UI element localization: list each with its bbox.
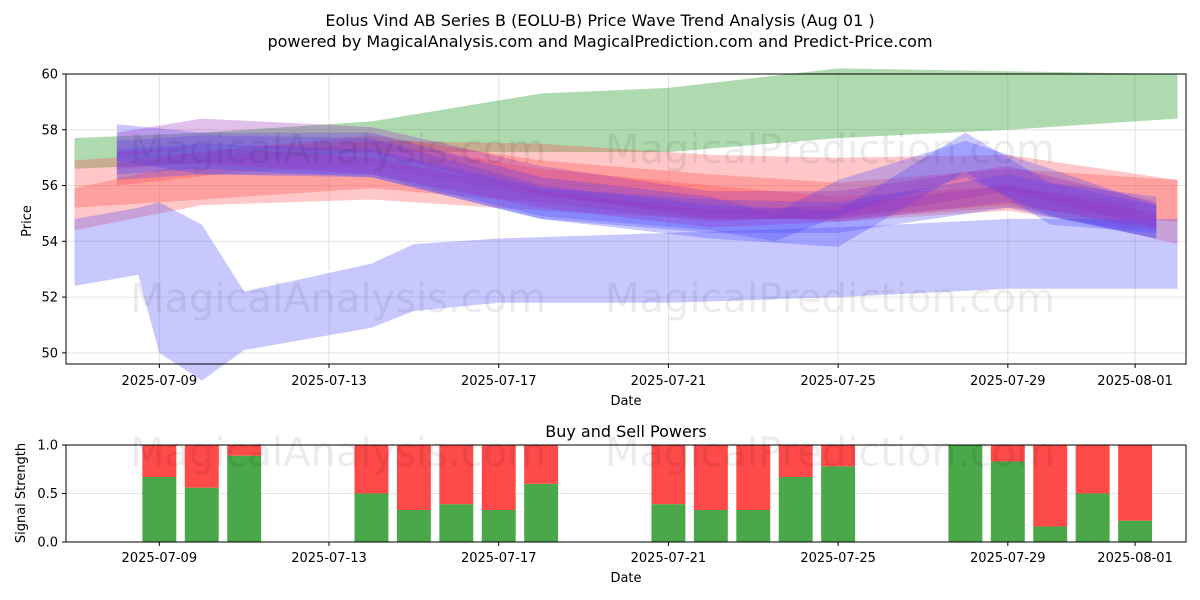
price-xtick-label-4: 2025-07-25 — [800, 374, 876, 389]
price-ytick-label-0: 50 — [41, 346, 58, 361]
price-wave-bands — [74, 68, 1178, 381]
chart-title: Eolus Vind AB Series B (EOLU-B) Price Wa… — [325, 11, 874, 30]
buy-bar-4 — [396, 509, 431, 542]
power-xtick-label-1: 2025-07-13 — [291, 551, 367, 566]
power-title: Buy and Sell Powers — [545, 422, 707, 441]
price-ytick-label-2: 54 — [41, 235, 58, 250]
watermark-prediction-2: MagicalPrediction.com — [605, 276, 1055, 322]
blue-wave-band-7 — [116, 143, 1157, 239]
buy-bar-3 — [354, 493, 389, 542]
purple-wave-band-8 — [116, 118, 1157, 228]
watermark-analysis: MagicalAnalysis.com — [130, 127, 546, 173]
buy-bar-13 — [948, 445, 983, 542]
sell-bar-3 — [354, 445, 389, 494]
buy-bar-11 — [778, 477, 813, 542]
sell-bar-14 — [990, 445, 1025, 462]
power-ytick-label-2: 1.0 — [37, 439, 58, 454]
sell-bar-11 — [778, 445, 813, 478]
buy-sell-bars — [142, 445, 1153, 542]
price-ylabel: Price — [20, 205, 35, 237]
sell-bar-12 — [821, 445, 856, 467]
watermark-analysis-3: MagicalAnalysis.com — [130, 430, 546, 476]
price-x-ticks: 2025-07-09 2025-07-13 2025-07-17 2025-07-21… — [122, 364, 1173, 389]
power-xtick-label-3: 2025-07-21 — [631, 551, 707, 566]
red-wave-band-3 — [116, 140, 1136, 231]
buy-bar-0 — [142, 477, 177, 542]
power-ytick-label-1: 0.5 — [37, 487, 58, 502]
purple-wave-band-9 — [116, 146, 1157, 231]
price-xtick-label-5: 2025-07-29 — [970, 374, 1046, 389]
buy-bar-14 — [990, 461, 1025, 542]
watermark-prediction: MagicalPrediction.com — [605, 127, 1055, 173]
power-ylabel: Signal Strength — [14, 443, 29, 543]
power-xtick-label-5: 2025-07-29 — [970, 551, 1046, 566]
buy-bar-8 — [651, 504, 686, 542]
buy-bar-17 — [1118, 520, 1153, 542]
buy-bar-5 — [439, 504, 474, 542]
price-axes-frame — [65, 73, 1187, 365]
buy-bar-2 — [227, 455, 262, 542]
price-xtick-label-1: 2025-07-13 — [291, 374, 367, 389]
watermark-analysis-2: MagicalAnalysis.com — [130, 276, 546, 322]
sell-bar-8 — [651, 445, 686, 505]
sell-bar-0 — [142, 445, 177, 478]
price-xtick-label-0: 2025-07-09 — [122, 374, 198, 389]
price-xtick-label-6: 2025-08-01 — [1097, 374, 1173, 389]
price-ytick-label-4: 58 — [41, 123, 58, 138]
power-xtick-label-2: 2025-07-17 — [461, 551, 537, 566]
sell-bar-7 — [524, 445, 559, 484]
buy-bar-9 — [693, 509, 728, 542]
price-xtick-label-2: 2025-07-17 — [461, 374, 537, 389]
blue-wave-band-5 — [116, 124, 1157, 242]
sell-bar-9 — [693, 445, 728, 510]
buy-bar-16 — [1075, 493, 1110, 542]
power-xlabel: Date — [610, 571, 641, 586]
power-xtick-label-6: 2025-08-01 — [1097, 551, 1173, 566]
power-y-ticks: 0.0 0.5 1.0 — [37, 439, 66, 551]
buy-bar-15 — [1033, 526, 1068, 542]
buy-bar-7 — [524, 483, 559, 542]
price-y-ticks: 50 52 54 56 58 60 — [41, 68, 66, 361]
green-wave-band-0 — [74, 68, 1178, 169]
price-xtick-label-3: 2025-07-21 — [631, 374, 707, 389]
sell-bar-1 — [184, 445, 219, 488]
price-wave-panel: MagicalAnalysis.com MagicalPrediction.co… — [20, 68, 1187, 409]
blue-wave-band-4 — [74, 202, 1178, 381]
buy-sell-power-panel: Buy and Sell Powers MagicalAnalysis.com … — [14, 422, 1187, 586]
sell-bar-2 — [227, 445, 262, 456]
sell-bar-4 — [396, 445, 431, 510]
red-wave-band-2 — [74, 140, 1178, 231]
red-wave-band-1 — [74, 135, 1178, 245]
sell-bar-6 — [481, 445, 516, 510]
power-xtick-label-0: 2025-07-09 — [122, 551, 198, 566]
buy-bar-12 — [821, 466, 856, 542]
buy-bar-1 — [184, 487, 219, 542]
price-ytick-label-5: 60 — [41, 68, 58, 83]
sell-bar-15 — [1033, 445, 1068, 527]
sell-bar-10 — [736, 445, 771, 510]
sell-bar-17 — [1118, 445, 1153, 521]
power-x-ticks: 2025-07-09 2025-07-13 2025-07-17 2025-07-21… — [122, 542, 1173, 566]
price-ytick-label-1: 52 — [41, 291, 58, 306]
sell-bar-16 — [1075, 445, 1110, 494]
chart-subtitle: powered by MagicalAnalysis.com and Magic… — [267, 32, 932, 51]
power-xtick-label-4: 2025-07-25 — [800, 551, 876, 566]
buy-bar-10 — [736, 509, 771, 542]
sell-bar-5 — [439, 445, 474, 505]
price-xlabel: Date — [610, 394, 641, 409]
blue-wave-band-6 — [116, 132, 1157, 247]
power-ytick-label-0: 0.0 — [37, 536, 58, 551]
buy-bar-6 — [481, 509, 516, 542]
price-ytick-label-3: 56 — [41, 179, 58, 194]
watermark-prediction-3: MagicalPrediction.com — [605, 430, 1055, 476]
